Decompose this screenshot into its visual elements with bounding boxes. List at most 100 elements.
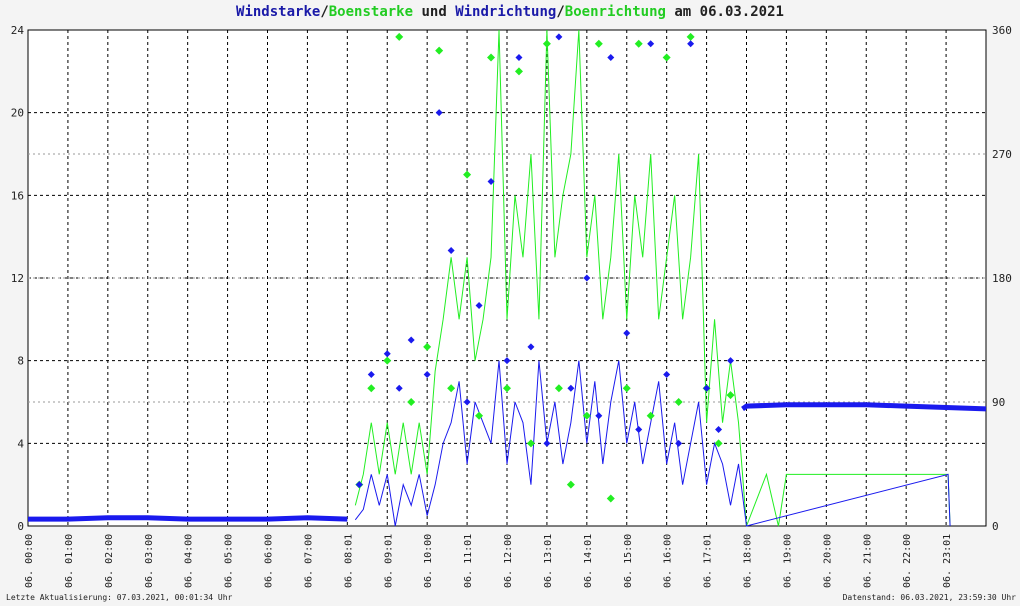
title-date: am 06.03.2021 <box>665 4 784 20</box>
windrichtung-point <box>675 439 683 447</box>
chart-title: Windstarke/Boenstarke und Windrichtung/B… <box>0 4 1020 20</box>
x-tick-label: 06. 22:00 <box>902 534 913 588</box>
boenrichtung-point <box>435 46 444 55</box>
windrichtung-point <box>543 439 551 447</box>
windrichtung-point <box>503 357 511 365</box>
y-left-tick-label: 24 <box>11 24 25 37</box>
windrichtung-point <box>687 40 695 48</box>
boenrichtung-point <box>714 439 723 448</box>
x-tick-label: 06. 06:00 <box>264 534 275 588</box>
title-boenstarke: Boenstarke <box>328 4 414 20</box>
windrichtung-trace-night <box>28 515 348 522</box>
x-tick-label: 06. 12:00 <box>503 534 514 588</box>
y-right-tick-label: 360 <box>992 24 1012 37</box>
title-sep-1: / <box>320 4 329 20</box>
boenrichtung-point <box>475 411 484 420</box>
boenrichtung-point <box>686 32 695 41</box>
windrichtung-point <box>623 329 631 337</box>
windrichtung-point <box>647 40 655 48</box>
boenrichtung-point <box>526 439 535 448</box>
boenrichtung-point <box>582 411 591 420</box>
x-tick-label: 06. 21:00 <box>862 534 873 588</box>
windrichtung-point <box>515 54 523 62</box>
title-sep-2: / <box>556 4 565 20</box>
windrichtung-point <box>583 274 591 282</box>
x-tick-label: 06. 04:00 <box>184 534 195 588</box>
x-tick-label: 06. 20:00 <box>822 534 833 588</box>
y-left-tick-label: 12 <box>11 272 24 285</box>
x-tick-label: 06. 23:01 <box>942 534 953 588</box>
boenrichtung-point <box>407 398 416 406</box>
windrichtung-point <box>663 370 671 378</box>
y-right-tick-label: 90 <box>992 396 1005 409</box>
x-tick-label: 06. 19:00 <box>782 534 793 588</box>
y-right-tick-label: 0 <box>992 520 999 533</box>
windrichtung-point <box>355 481 363 489</box>
boenrichtung-point <box>503 384 511 393</box>
boenrichtung-point <box>463 170 472 179</box>
boenrichtung-point <box>646 411 655 420</box>
y-left-tick-label: 16 <box>11 189 24 202</box>
boenrichtung-point <box>514 67 523 76</box>
footer-last-update: Letzte Aktualisierung: 07.03.2021, 00:01… <box>6 593 233 602</box>
windrichtung-point <box>555 33 563 41</box>
boenrichtung-point <box>674 398 683 406</box>
windrichtung-point <box>595 412 603 420</box>
boenrichtung-point <box>542 39 551 48</box>
x-tick-label: 06. 13:01 <box>543 534 554 588</box>
windrichtung-point <box>463 398 471 406</box>
windrichtung-point <box>407 336 415 344</box>
title-und: und <box>413 4 456 20</box>
windrichtung-point <box>383 350 391 358</box>
windrichtung-point <box>727 357 735 365</box>
boenrichtung-point <box>622 384 631 393</box>
windrichtung-trace-evening <box>741 402 987 412</box>
boenrichtung-point <box>662 53 671 62</box>
x-tick-label: 06. 01:00 <box>64 534 75 588</box>
boenrichtung-point <box>566 480 575 489</box>
windrichtung-point <box>487 178 495 186</box>
boenrichtung-point <box>383 356 392 365</box>
y-left-tick-label: 0 <box>17 520 24 533</box>
y-left-tick-label: 8 <box>17 355 24 368</box>
windrichtung-point <box>703 384 711 392</box>
series-line-boenstarke <box>354 29 951 527</box>
footer-data-status: Datenstand: 06.03.2021, 23:59:30 Uhr <box>842 593 1016 602</box>
y-left-tick-label: 4 <box>17 437 24 450</box>
title-boenrichtung: Boenrichtung <box>564 4 666 20</box>
windrichtung-point <box>447 246 455 254</box>
x-tick-label: 06. 14:01 <box>583 534 594 588</box>
x-tick-label: 06. 02:00 <box>104 534 115 588</box>
windrichtung-point <box>715 426 723 434</box>
x-tick-label: 06. 16:00 <box>663 534 674 588</box>
windrichtung-point <box>635 426 643 434</box>
windrichtung-point <box>475 302 483 310</box>
windrichtung-point <box>527 343 535 351</box>
boenrichtung-point <box>606 494 615 503</box>
x-tick-label: 06. 05:00 <box>224 534 235 588</box>
windrichtung-point <box>435 109 443 117</box>
boenrichtung-point <box>367 384 376 393</box>
x-tick-label: 06. 08:01 <box>343 534 354 588</box>
x-tick-label: 06. 15:00 <box>623 534 634 588</box>
boenrichtung-point <box>634 39 643 48</box>
y-right-tick-label: 180 <box>992 272 1012 285</box>
boenrichtung-point <box>726 391 735 400</box>
x-tick-label: 06. 11:01 <box>463 534 474 588</box>
windrichtung-point <box>607 54 615 62</box>
boenrichtung-point <box>554 384 563 393</box>
x-tick-label: 06. 03:00 <box>144 534 155 588</box>
windrichtung-point <box>423 370 431 378</box>
windrichtung-point <box>395 384 403 392</box>
x-tick-label: 06. 00:00 <box>24 534 35 588</box>
y-left-tick-label: 20 <box>11 107 24 120</box>
boenrichtung-point <box>423 342 432 351</box>
x-tick-label: 06. 18:00 <box>743 534 754 588</box>
x-tick-label: 06. 17:01 <box>703 534 714 588</box>
series-line-windstarke <box>354 360 951 527</box>
title-windrichtung: Windrichtung <box>455 4 557 20</box>
boenrichtung-point <box>395 32 404 41</box>
x-tick-label: 06. 09:01 <box>383 534 394 588</box>
windrichtung-point <box>567 384 575 392</box>
